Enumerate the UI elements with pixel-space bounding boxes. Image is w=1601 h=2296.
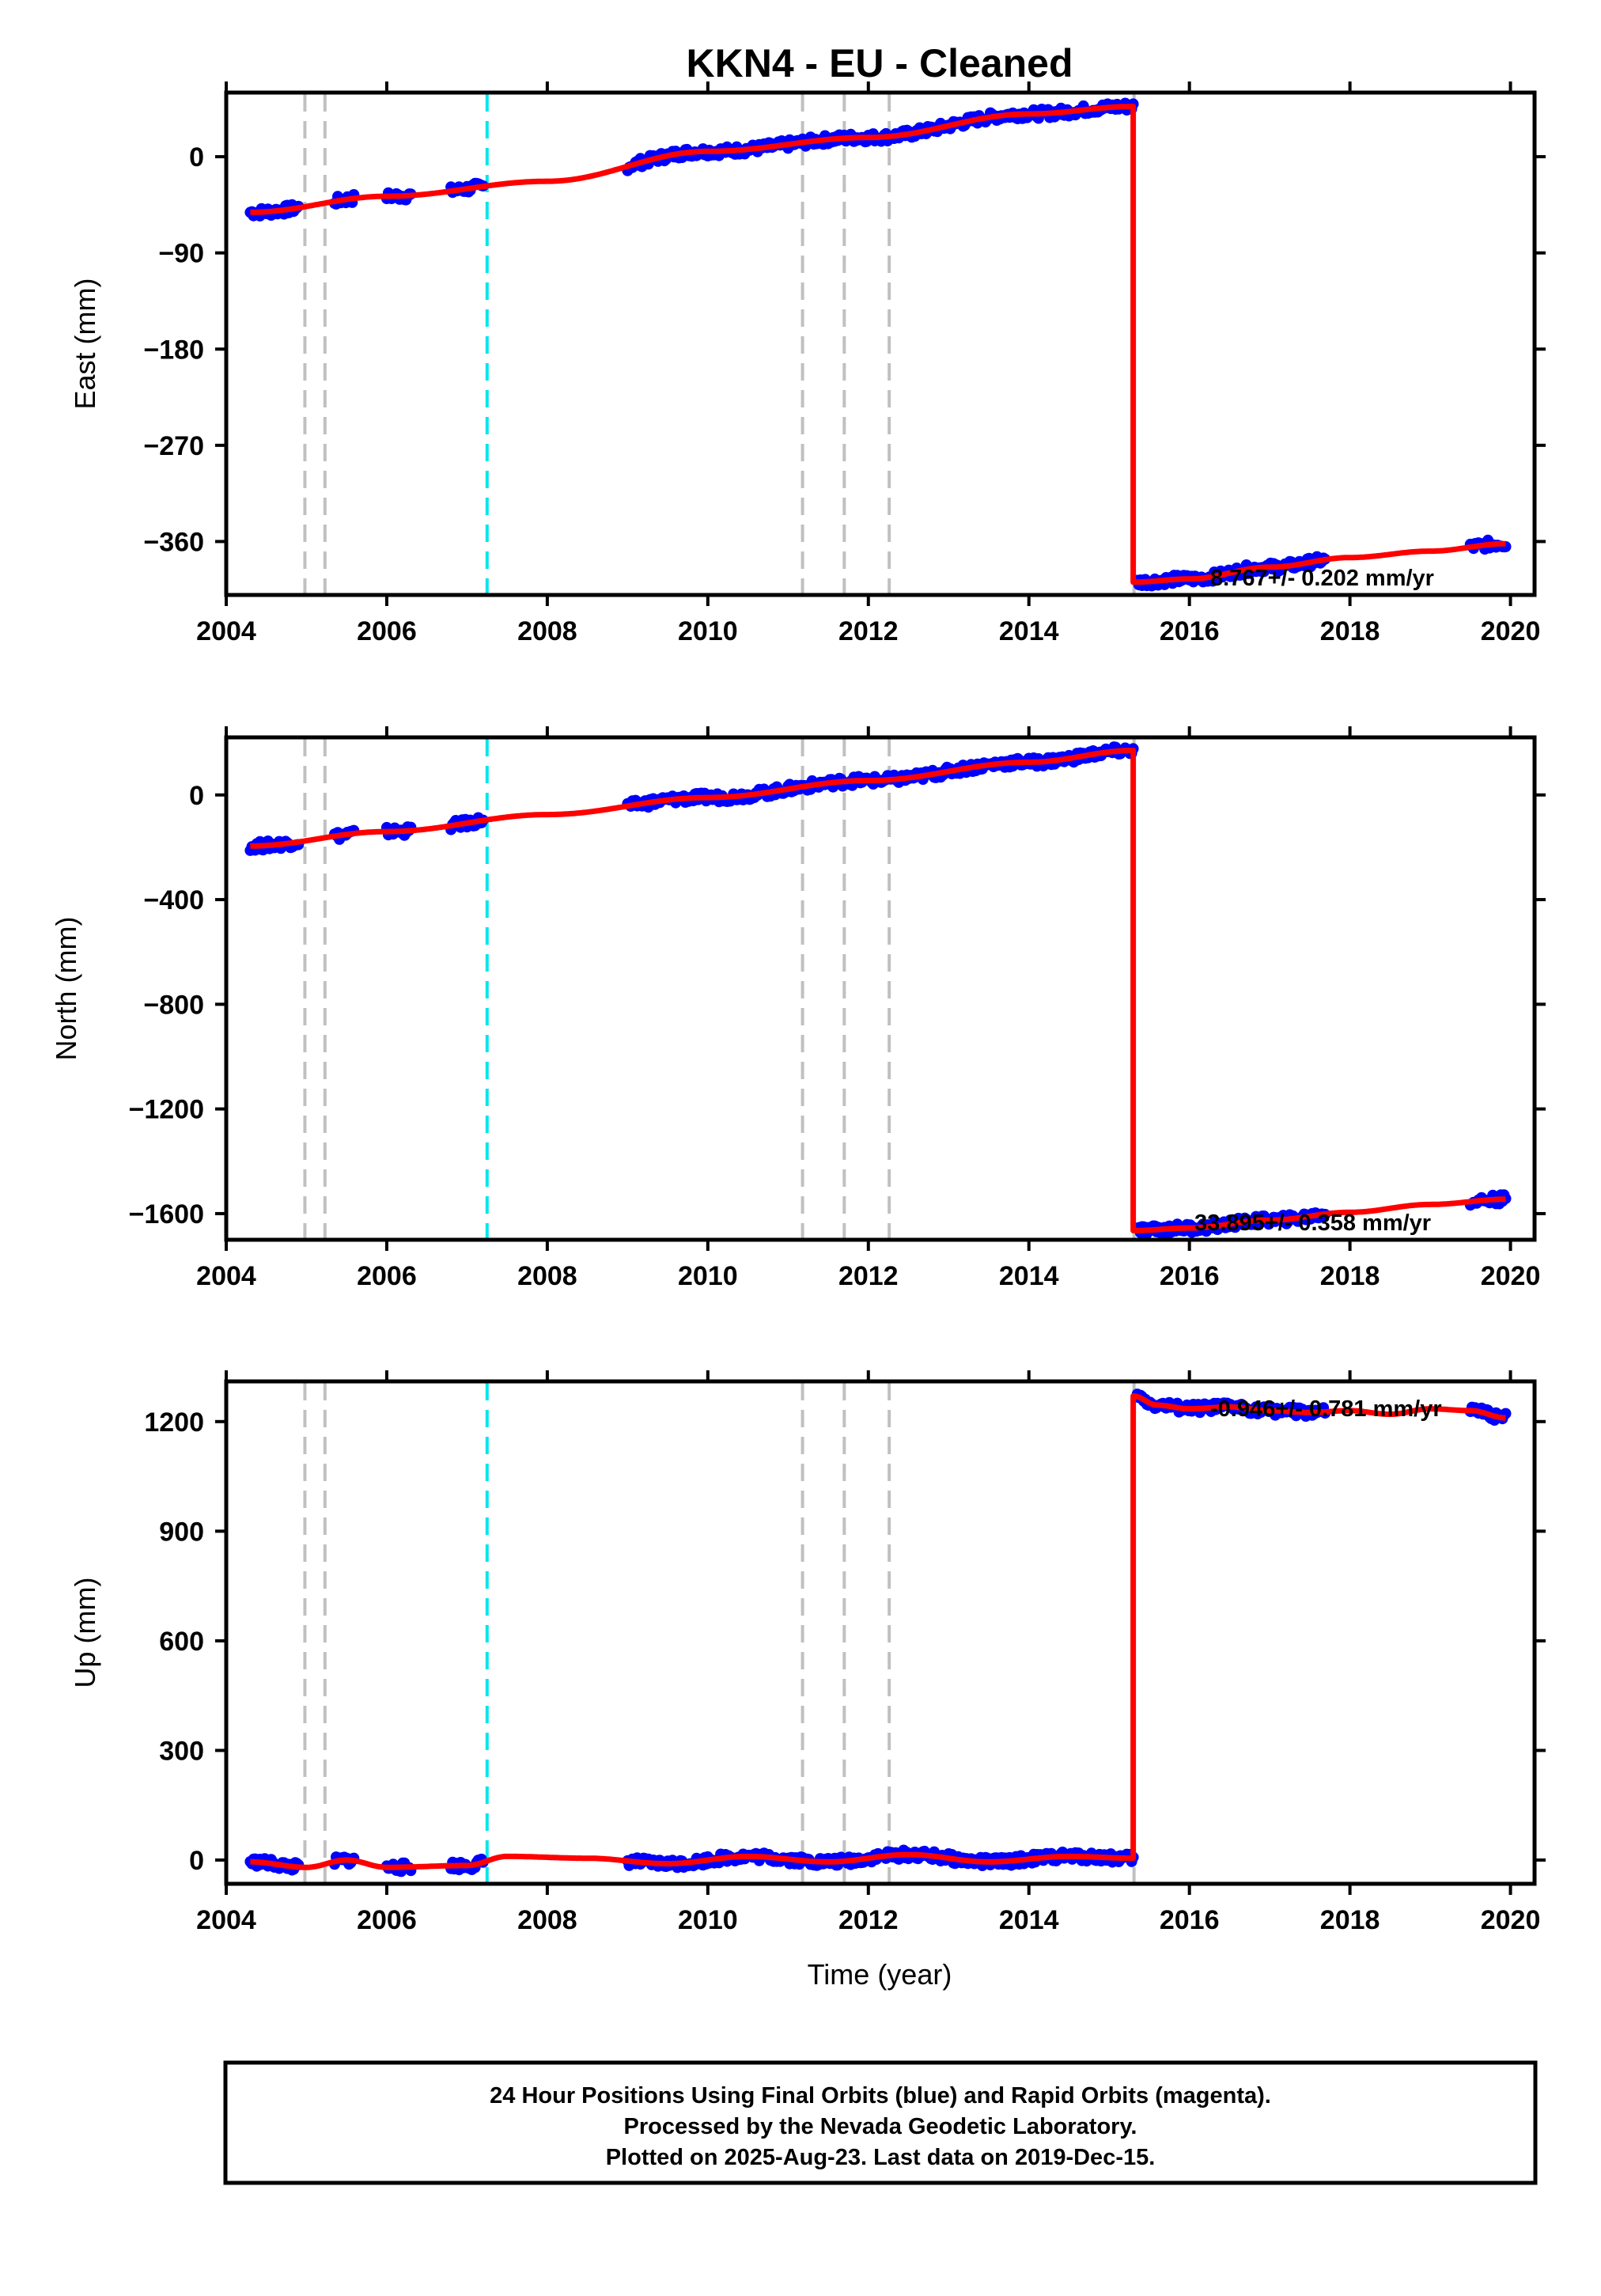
x-tick-label: 2014 xyxy=(999,1261,1059,1291)
x-tick-label: 2020 xyxy=(1481,616,1541,646)
y-tick-label: −400 xyxy=(143,885,204,915)
velocity-annotation: 8.767+/- 0.202 mm/yr xyxy=(1210,566,1434,591)
velocity-annotation: -0.946+/- 0.781 mm/yr xyxy=(1210,1396,1442,1422)
x-tick-label: 2012 xyxy=(838,1261,899,1291)
model-line xyxy=(249,1393,1507,1870)
caption-frame xyxy=(223,2060,1538,2185)
x-tick-label: 2020 xyxy=(1481,1261,1541,1291)
y-tick-label: −800 xyxy=(143,990,204,1020)
x-tick-label: 2004 xyxy=(196,1261,256,1291)
x-tick-label: 2016 xyxy=(1160,616,1220,646)
x-tick-label: 2016 xyxy=(1160,1261,1220,1291)
y-tick-label: 0 xyxy=(189,781,204,811)
y-tick-label: 300 xyxy=(159,1736,204,1766)
y-tick-label: 1200 xyxy=(144,1408,204,1438)
y-tick-label: −270 xyxy=(143,431,204,461)
x-tick-label: 2008 xyxy=(517,616,577,646)
x-tick-label: 2020 xyxy=(1481,1905,1541,1935)
x-axis-label: Time (year) xyxy=(808,1958,952,1991)
x-tick-label: 2012 xyxy=(838,1905,899,1935)
x-tick-label: 2008 xyxy=(517,1261,577,1291)
velocity-annotation: 33.895+/- 0.358 mm/yr xyxy=(1194,1211,1431,1236)
east-panel: 2004 2006 2008 2010 2012 2014 2016 2018 2020 0 −90… xyxy=(69,81,1546,646)
x-tick-label: 2014 xyxy=(999,1905,1059,1935)
model-line xyxy=(249,748,1507,1233)
x-tick-label: 2012 xyxy=(838,616,899,646)
y-axis-label: North (mm) xyxy=(50,917,82,1061)
y-tick-label: −180 xyxy=(143,335,204,365)
x-tick-label: 2008 xyxy=(517,1905,577,1935)
x-tick-label: 2018 xyxy=(1320,1261,1380,1291)
y-tick-label: −360 xyxy=(143,527,204,557)
x-tick-label: 2010 xyxy=(678,616,738,646)
plot-frame xyxy=(224,735,1537,1242)
caption-box: 24 Hour Positions Using Final Orbits (bl… xyxy=(223,2060,1538,2185)
x-tick-label: 2006 xyxy=(357,1261,417,1291)
x-tick-label: 2018 xyxy=(1320,616,1380,646)
caption-line-2: Processed by the Nevada Geodetic Laborat… xyxy=(624,2114,1137,2139)
x-tick-label: 2004 xyxy=(196,616,256,646)
y-tick-label: 0 xyxy=(189,142,204,172)
chart-title: KKN4 - EU - Cleaned xyxy=(687,41,1073,85)
y-tick-label: −90 xyxy=(158,239,204,269)
y-axis-label: Up (mm) xyxy=(69,1578,101,1688)
y-tick-label: 0 xyxy=(189,1846,204,1876)
caption-line-3: Plotted on 2025-Aug-23. Last data on 201… xyxy=(606,2145,1156,2170)
x-tick-label: 2010 xyxy=(678,1905,738,1935)
y-axis-label: East (mm) xyxy=(69,278,101,410)
x-tick-label: 2010 xyxy=(678,1261,738,1291)
plot-frame xyxy=(224,90,1537,597)
caption-line-1: 24 Hour Positions Using Final Orbits (bl… xyxy=(490,2083,1271,2108)
model-line xyxy=(249,104,1507,585)
up-panel: 2004 2006 2008 2010 2012 2014 2016 2018 2020 1200… xyxy=(69,1370,1546,1935)
x-tick-label: 2018 xyxy=(1320,1905,1380,1935)
north-panel: 2004 2006 2008 2010 2012 2014 2016 2018 2020 0 −40… xyxy=(50,726,1546,1291)
y-tick-label: −1600 xyxy=(129,1199,205,1229)
y-tick-label: −1200 xyxy=(129,1095,205,1125)
x-tick-label: 2006 xyxy=(357,1905,417,1935)
x-tick-label: 2004 xyxy=(196,1905,256,1935)
y-tick-label: 600 xyxy=(159,1627,204,1657)
x-tick-label: 2006 xyxy=(357,616,417,646)
x-tick-label: 2014 xyxy=(999,616,1059,646)
plot-frame xyxy=(224,1379,1537,1886)
y-tick-label: 900 xyxy=(159,1517,204,1547)
x-tick-label: 2016 xyxy=(1160,1905,1220,1935)
